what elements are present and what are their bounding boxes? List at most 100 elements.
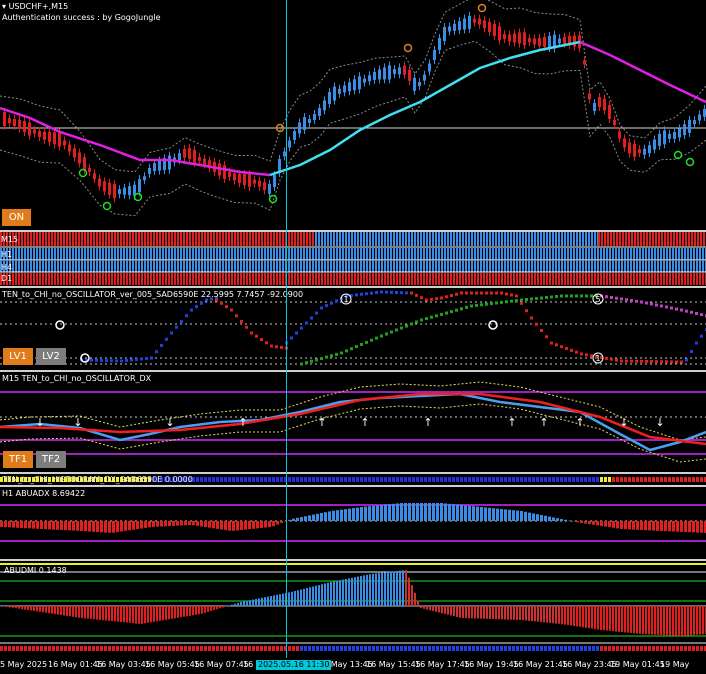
dmi-strip-cell — [176, 646, 179, 651]
tf-strip-cell — [649, 232, 651, 246]
candle-body — [88, 168, 91, 172]
adx-histogram-bar — [276, 521, 279, 525]
candle-body — [73, 148, 76, 158]
tf-strip-cell — [480, 273, 482, 285]
tf-strip-cell — [588, 261, 590, 272]
time-tick: 16 May 01:45 — [48, 660, 103, 669]
oscillator-blue-dot — [130, 358, 133, 362]
tf-strip-cell — [507, 273, 509, 285]
tf1-button[interactable]: TF1 — [3, 451, 33, 468]
abudmi-pane[interactable]: ABUDMI 0.1438 — [0, 561, 706, 658]
pane-separator[interactable] — [0, 370, 706, 372]
histogram-cell — [332, 477, 335, 482]
dmi-histogram-bar — [363, 575, 365, 606]
dmi-histogram-bar — [558, 606, 560, 624]
tf-strip-cell — [198, 261, 200, 272]
tf-strip-cell — [459, 232, 461, 246]
candle-body — [383, 67, 386, 80]
histogram-cell — [424, 477, 427, 482]
oscillator-red-dot — [255, 334, 258, 338]
tf-strip-cell — [619, 232, 621, 246]
dmi-histogram-bar — [150, 606, 152, 623]
lv1-button[interactable]: LV1 — [3, 348, 33, 365]
price-chart-pane[interactable]: ▾ USDCHF+,M15 Authentication success : b… — [0, 0, 706, 230]
dmi-strip-cell — [556, 646, 559, 651]
histogram-cell — [560, 477, 563, 482]
histogram-cell — [512, 477, 515, 482]
dmi-strip-cell — [456, 646, 459, 651]
pane-separator[interactable] — [0, 485, 706, 487]
adx-histogram-bar — [72, 521, 75, 531]
adx-histogram-bar — [264, 521, 267, 528]
oscillator-2-chart[interactable]: ↓ ↓ ↓ ↑ ↑ ↑ ↑ ↑ ↑ ↑ ↓ ↓ — [0, 372, 706, 472]
tf-strip-cell — [306, 232, 308, 246]
histogram-cell — [60, 477, 63, 482]
oscillator-magenta-dot — [650, 302, 653, 306]
dmi-histogram-bar — [609, 606, 611, 631]
tf-strip-cell — [405, 273, 407, 285]
adx-histogram-bar — [388, 504, 391, 521]
tf-strip-cell — [700, 232, 702, 246]
on-toggle-button[interactable]: ON — [2, 209, 31, 226]
tf-strip-cell — [117, 261, 119, 272]
dmi-histogram-bar — [90, 606, 92, 619]
abudmi-title: ABUDMI 0.1438 — [4, 566, 67, 575]
pane-separator[interactable] — [0, 230, 706, 232]
tf-strip-cell — [93, 248, 95, 260]
tf-strip-cell — [444, 273, 446, 285]
tf-strip-cell — [588, 248, 590, 260]
tf2-button[interactable]: TF2 — [36, 451, 66, 468]
pane-separator[interactable] — [0, 559, 706, 561]
time-tick: 19 May 01:45 — [610, 660, 665, 669]
tf-strip-cell — [474, 232, 476, 246]
dmi-strip-cell — [500, 646, 503, 651]
tf-strip-cell — [252, 248, 254, 260]
histogram-cell — [196, 477, 199, 482]
candle-body — [268, 183, 271, 194]
buy-signal-icon — [685, 157, 695, 167]
tf-strip-cell — [171, 248, 173, 260]
tf-strip-cell — [492, 273, 494, 285]
tf-strip-cell — [141, 273, 143, 285]
tf-strip-cell — [183, 261, 185, 272]
dmi-histogram-bar — [462, 606, 464, 619]
dmi-strip-cell — [232, 646, 235, 651]
lv2-button[interactable]: LV2 — [36, 348, 66, 365]
adx-histogram-bar — [116, 521, 119, 533]
buy-signal-icon — [673, 150, 683, 160]
tf-strip-cell — [264, 261, 266, 272]
pane-separator[interactable] — [0, 472, 706, 474]
abuadx-chart[interactable] — [0, 487, 706, 559]
dmi-histogram-bar — [69, 606, 71, 617]
histogram-cell — [32, 477, 35, 482]
adx-histogram-bar — [36, 521, 39, 529]
tf-strip-cell — [135, 232, 137, 246]
dmi-histogram-bar — [60, 606, 62, 615]
tf-strip-cell — [471, 273, 473, 285]
oscillator-pane-2[interactable]: ↓ ↓ ↓ ↑ ↑ ↑ ↑ ↑ ↑ ↑ ↓ ↓ M15 TEN_to_CHI_no_OSCILLATO… — [0, 372, 706, 472]
dmi-strip-cell — [260, 646, 263, 651]
tf-strip-cell — [363, 248, 365, 260]
adx-histogram-bar — [540, 515, 543, 521]
tf-strip-cell — [486, 248, 488, 260]
oscillator-blue-dot — [350, 293, 353, 297]
price-chart[interactable] — [0, 0, 706, 230]
histogram-cell — [396, 477, 399, 482]
oscillator-1-chart[interactable]: 1 51 — [0, 288, 706, 370]
adx-histogram-bar — [524, 511, 527, 521]
tf-strip-cell — [219, 261, 221, 272]
tf-strip-cell — [369, 232, 371, 246]
abuadx-pane[interactable]: H1 ABUADX 8.69422 — [0, 487, 706, 559]
tf-strip-cell — [234, 273, 236, 285]
histogram-cell — [384, 477, 387, 482]
pane-separator[interactable] — [0, 286, 706, 288]
tf-strip-cell — [660, 248, 662, 260]
abudmi-chart[interactable] — [0, 561, 706, 658]
adx-histogram-bar — [156, 521, 159, 527]
candle-body — [163, 158, 166, 171]
dropdown-triangle-icon[interactable]: ▾ — [2, 2, 7, 11]
dmi-histogram-bar — [438, 606, 440, 613]
tf-strip-cell — [687, 273, 689, 285]
dmi-strip-cell — [184, 646, 187, 651]
